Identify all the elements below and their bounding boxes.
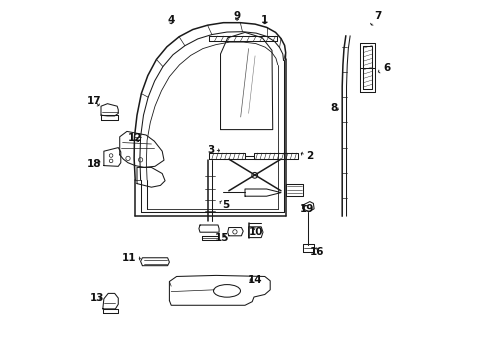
Text: 1: 1 — [261, 15, 269, 25]
Text: 9: 9 — [234, 11, 241, 21]
Ellipse shape — [214, 284, 241, 297]
Text: 5: 5 — [220, 200, 230, 210]
Text: 18: 18 — [87, 159, 102, 169]
Text: 4: 4 — [168, 15, 175, 25]
Text: 10: 10 — [248, 227, 263, 237]
Text: 8: 8 — [331, 103, 338, 113]
Text: 12: 12 — [128, 132, 143, 143]
Text: 7: 7 — [370, 11, 382, 25]
Text: 17: 17 — [87, 96, 102, 106]
Text: 13: 13 — [90, 293, 104, 303]
Text: 14: 14 — [248, 275, 262, 285]
Text: 11: 11 — [122, 253, 140, 264]
Text: 16: 16 — [310, 247, 324, 257]
Text: 6: 6 — [378, 63, 391, 73]
Text: 3: 3 — [207, 145, 220, 156]
Text: 15: 15 — [214, 233, 229, 243]
Text: 19: 19 — [300, 204, 314, 214]
Text: 2: 2 — [301, 150, 314, 161]
